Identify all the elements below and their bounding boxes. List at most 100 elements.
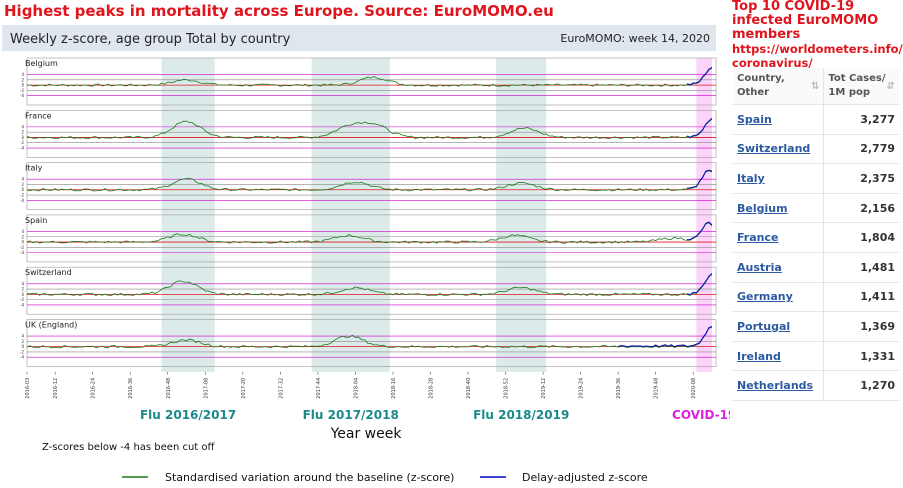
y-tick-label: 4	[21, 334, 24, 339]
period-label: Flu 2017/2018	[303, 408, 399, 422]
country-cell: Portugal	[733, 311, 824, 342]
y-tick-label: 2	[21, 77, 24, 82]
y-tick-label: 4	[21, 281, 24, 286]
country-cell: Italy	[733, 163, 824, 194]
country-link[interactable]: Netherlands	[737, 379, 814, 393]
y-tick-label: 4	[21, 229, 24, 234]
mortality-chart: Weekly z-score, age group Total by count…	[2, 25, 730, 484]
country-label: Switzerland	[25, 268, 72, 277]
cases-cell: 2,375	[823, 163, 899, 194]
y-tick-label: -2	[20, 88, 24, 93]
country-panel	[26, 57, 717, 106]
y-tick-label: -4	[20, 93, 24, 98]
zscore-line	[26, 326, 713, 349]
x-tick-label: 2018-16	[391, 378, 397, 399]
table-row: Belgium 2,156	[733, 193, 899, 224]
country-link[interactable]: Germany	[737, 290, 793, 304]
table-row: Austria 1,481	[733, 252, 899, 283]
x-tick-label: 2016-24	[91, 378, 97, 399]
country-panel	[26, 110, 717, 158]
col-header-country[interactable]: ⇅ Country, Other	[733, 68, 824, 105]
y-tick-label: 2	[21, 130, 24, 135]
x-tick-label: 2017-08	[203, 378, 209, 399]
table-row: Switzerland 2,779	[733, 134, 899, 165]
table-row: France 1,804	[733, 222, 899, 253]
table-row: Portugal 1,369	[733, 311, 899, 342]
x-tick-label: 2017-32	[278, 378, 284, 399]
subtitle-band	[2, 25, 716, 51]
country-link[interactable]: Ireland	[737, 349, 781, 363]
col-header-cases[interactable]: ⇵ Tot Cases/ 1M pop	[823, 68, 899, 105]
x-tick-label: 2016-03	[25, 378, 31, 399]
cases-table: ⇅ Country, Other ⇵ Tot Cases/ 1M pop Spain…	[733, 68, 899, 401]
y-tick-label: 4	[21, 72, 24, 77]
cases-cell: 1,369	[823, 311, 899, 342]
table-row: Spain 3,277	[733, 104, 899, 135]
side-title-text: Top 10 COVID-19 infected EuroMOMO member…	[732, 0, 879, 42]
x-tick-label: 2017-44	[316, 378, 322, 399]
country-label: France	[25, 111, 52, 120]
y-tick-label: -4	[20, 198, 24, 203]
y-tick-label: -2	[20, 140, 24, 145]
legend-label: Standardised variation around the baseli…	[165, 471, 454, 484]
country-label: UK (England)	[25, 321, 77, 330]
y-tick-label: -2	[20, 349, 24, 354]
country-link[interactable]: Spain	[737, 112, 772, 126]
x-tick-label: 2016-12	[53, 378, 59, 399]
country-label: Spain	[25, 216, 47, 225]
legend-label: Delay-adjusted z-score	[522, 471, 648, 484]
delay-adjusted-line	[686, 117, 713, 138]
y-tick-label: 2	[21, 287, 24, 292]
cases-table-body: Spain 3,277 Switzerland 2,779 Italy 2,375 Belg…	[733, 104, 899, 401]
y-tick-label: 4	[21, 124, 24, 129]
x-tick-label: 2016-48	[166, 378, 172, 399]
y-tick-label: 2	[21, 339, 24, 344]
y-tick-label: 2	[21, 182, 24, 187]
country-link[interactable]: Switzerland	[737, 142, 811, 156]
cases-cell: 1,804	[823, 222, 899, 253]
chart-subtitle: Weekly z-score, age group Total by count…	[10, 32, 291, 47]
delay-adjusted-line	[686, 169, 713, 189]
x-tick-label: 2018-28	[428, 378, 434, 399]
y-tick-label: -2	[20, 193, 24, 198]
y-tick-label: -4	[20, 302, 24, 307]
country-cell: Netherlands	[733, 370, 824, 401]
country-panel	[26, 162, 717, 210]
country-cell: Switzerland	[733, 134, 824, 165]
y-tick-label: 0	[21, 292, 24, 297]
country-link[interactable]: France	[737, 231, 779, 245]
x-tick-label: 2020-08	[691, 378, 697, 399]
side-panel-title: Top 10 COVID-19 infected EuroMOMO member…	[732, 0, 903, 70]
cases-cell: 2,156	[823, 193, 899, 224]
y-tick-label: 0	[21, 187, 24, 192]
y-tick-label: 4	[21, 177, 24, 182]
y-tick-label: -4	[20, 250, 24, 255]
cutoff-note: Z-scores below -4 has been cut off	[42, 442, 216, 453]
x-tick-label: 2019-48	[654, 378, 660, 399]
y-tick-label: -4	[20, 355, 24, 360]
y-tick-label: 0	[21, 83, 24, 88]
cases-cell: 3,277	[823, 104, 899, 135]
country-label: Belgium	[25, 59, 58, 68]
sort-desc-icon[interactable]: ⇵	[886, 81, 895, 92]
source-url-line1: https://worldometers.info/	[732, 42, 903, 56]
period-label: COVID-19	[672, 408, 730, 422]
x-tick-label: 2019-24	[579, 378, 585, 399]
cases-cell: 1,411	[823, 282, 899, 313]
sort-icon[interactable]: ⇅	[811, 81, 820, 92]
country-link[interactable]: Austria	[737, 260, 782, 274]
period-label: Flu 2018/2019	[473, 408, 569, 422]
table-row: Netherlands 1,270	[733, 370, 899, 401]
country-link[interactable]: Belgium	[737, 201, 788, 215]
source-url-line2: coronavirus/	[732, 56, 813, 70]
country-cell: Ireland	[733, 341, 824, 372]
zscore-line	[26, 170, 713, 192]
country-link[interactable]: Italy	[737, 171, 765, 185]
zscore-line	[26, 118, 713, 140]
x-tick-label: 2018-04	[353, 378, 359, 399]
country-link[interactable]: Portugal	[737, 319, 791, 333]
cases-cell: 1,481	[823, 252, 899, 283]
cases-cell: 2,779	[823, 134, 899, 165]
y-tick-label: 2	[21, 234, 24, 239]
country-panel	[26, 214, 717, 263]
